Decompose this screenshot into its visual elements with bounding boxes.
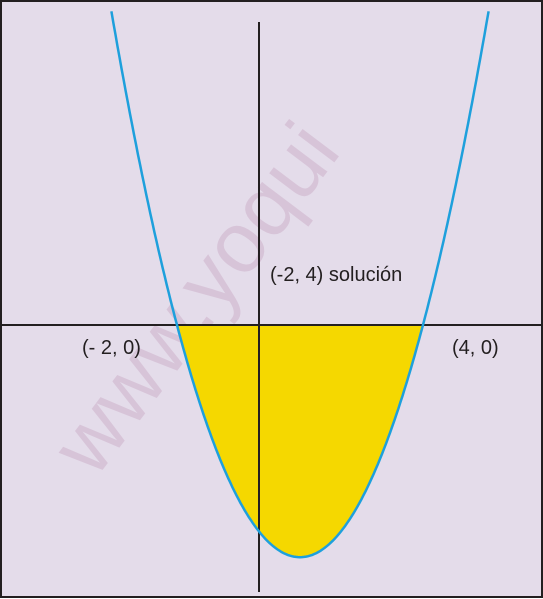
parabola [110, 11, 490, 559]
root-left-label: (- 2, 0) [82, 337, 141, 359]
root-right-label: (4, 0) [452, 337, 499, 359]
solution-label: (-2, 4) solución [270, 264, 402, 286]
